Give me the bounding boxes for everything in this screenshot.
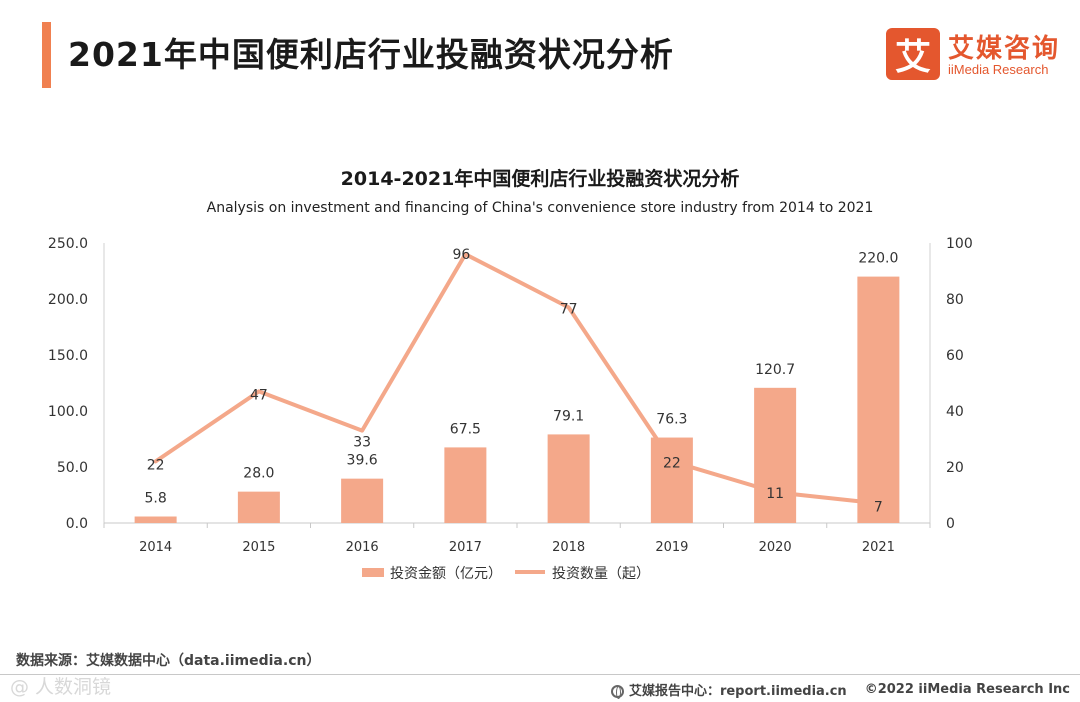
line-data-label: 22 <box>663 455 681 471</box>
bar-data-label: 120.7 <box>755 362 795 378</box>
y-right-tick-label: 100 <box>946 236 973 252</box>
bar <box>650 437 693 523</box>
y-left-tick-label: 150.0 <box>48 348 88 364</box>
bar-data-label: 39.6 <box>347 453 378 469</box>
x-tick-label: 2021 <box>862 540 895 555</box>
y-left-tick-label: 50.0 <box>57 460 88 476</box>
y-right-tick-label: 20 <box>946 460 964 476</box>
bar <box>237 491 280 523</box>
x-tick-label: 2020 <box>759 540 792 555</box>
chart-subtitle: Analysis on investment and financing of … <box>206 200 874 216</box>
bar <box>341 478 384 523</box>
copyright: ©2022 iiMedia Research Inc <box>864 682 1070 697</box>
data-source: 数据来源：艾媒数据中心（data.iimedia.cn） <box>16 653 321 669</box>
bar-data-label: 220.0 <box>858 251 898 267</box>
x-tick-label: 2014 <box>139 540 172 555</box>
y-right-tick-label: 80 <box>946 292 964 308</box>
bar <box>134 516 177 523</box>
brand-logo: 艾 艾媒咨询 iiMedia Research <box>886 28 1066 84</box>
line-data-label: 7 <box>874 499 883 515</box>
y-left-tick-label: 200.0 <box>48 292 88 308</box>
bar-data-label: 28.0 <box>243 466 274 482</box>
title-accent-bar <box>42 22 51 88</box>
legend-bar-swatch <box>362 568 384 577</box>
report-center-text: 艾媒报告中心：report.iimedia.cn <box>628 684 847 699</box>
line-data-label: 11 <box>766 486 784 502</box>
x-tick-label: 2015 <box>242 540 275 555</box>
y-left-tick-label: 0.0 <box>66 516 88 532</box>
y-right-tick-label: 0 <box>946 516 955 532</box>
watermark: @ 人数洞镜 <box>10 676 112 698</box>
line-data-label: 47 <box>250 387 268 403</box>
bar <box>754 387 797 523</box>
x-tick-label: 2017 <box>449 540 482 555</box>
logo-en-text: iiMedia Research <box>948 62 1049 77</box>
footer-divider <box>0 674 1080 675</box>
logo-cn-text: 艾媒咨询 <box>948 34 1061 64</box>
y-right-tick-label: 60 <box>946 348 964 364</box>
line-data-label: 33 <box>353 435 371 451</box>
report-center: 艾媒报告中心：report.iimedia.cn <box>610 680 847 699</box>
x-tick-label: 2016 <box>346 540 379 555</box>
line-data-label: 96 <box>452 247 470 263</box>
legend-bar-label: 投资金额（亿元） <box>390 566 502 582</box>
bar <box>857 276 900 523</box>
bar <box>547 434 590 523</box>
y-left-tick-label: 100.0 <box>48 404 88 420</box>
bar-data-label: 76.3 <box>656 412 687 428</box>
logo-mark-icon: 艾 <box>886 28 940 80</box>
line-data-label: 77 <box>560 301 578 317</box>
bar <box>444 447 487 523</box>
line-data-label: 22 <box>147 457 165 473</box>
bar-data-label: 67.5 <box>450 421 481 437</box>
x-tick-label: 2019 <box>655 540 688 555</box>
chart-title: 2014-2021年中国便利店行业投融资状况分析 <box>340 168 740 190</box>
y-right-tick-label: 40 <box>946 404 964 420</box>
series-line <box>153 252 881 506</box>
footer: 艾媒报告中心：report.iimedia.cn ©2022 iiMedia R… <box>610 680 1070 699</box>
x-tick-label: 2018 <box>552 540 585 555</box>
bar-data-label: 5.8 <box>144 491 166 507</box>
y-left-tick-label: 250.0 <box>48 236 88 252</box>
legend-line-label: 投资数量（起） <box>552 566 650 582</box>
page-title: 2021年中国便利店行业投融资状况分析 <box>68 35 674 74</box>
bar-data-label: 79.1 <box>553 408 584 424</box>
globe-icon <box>610 685 624 699</box>
